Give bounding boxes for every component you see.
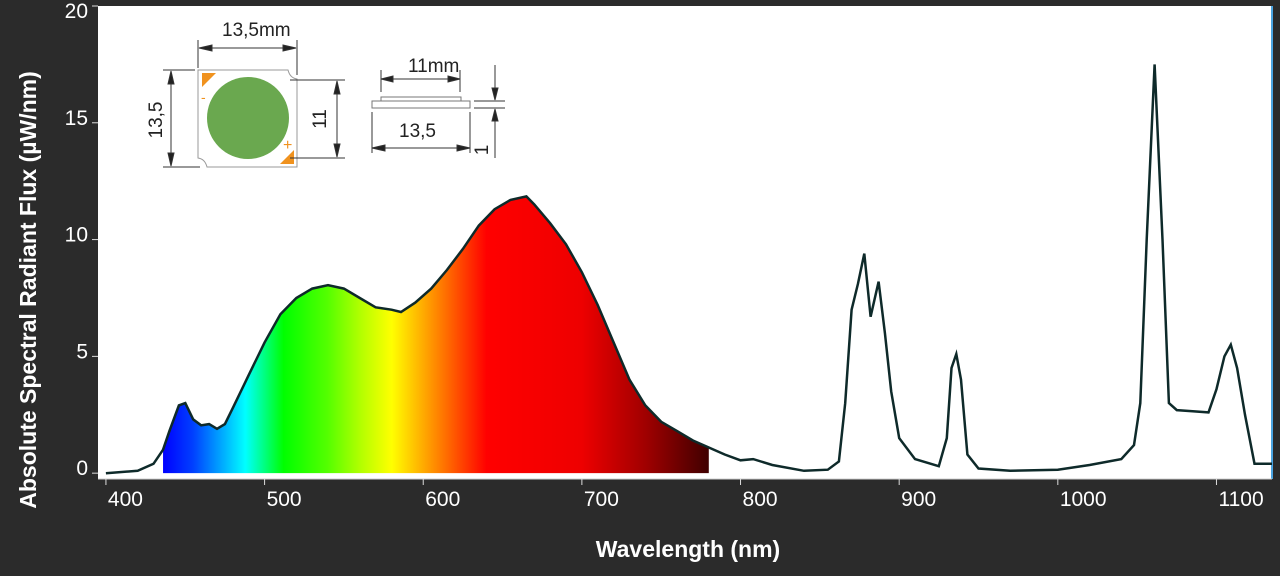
x-tick-label: 900 bbox=[901, 488, 936, 511]
y-tick-label: 20 bbox=[65, 0, 88, 23]
y-tick-label: 10 bbox=[65, 224, 88, 247]
minus-pad-marker bbox=[202, 73, 216, 87]
x-tick-label: 1000 bbox=[1060, 488, 1107, 511]
led-dimension-inset: - + 13,5mm 13,5 11 11mm 13,5 1 bbox=[146, 20, 505, 168]
side-top-label: 11mm bbox=[408, 56, 459, 77]
x-tick-label: 400 bbox=[108, 488, 143, 511]
right-height-label: 11 bbox=[310, 109, 331, 129]
y-axis-title: Absolute Spectral Radiant Flux (µW/nm) bbox=[15, 71, 41, 509]
y-tick-label: 15 bbox=[65, 107, 88, 130]
plus-pad-marker bbox=[280, 150, 294, 164]
x-axis-title: Wavelength (nm) bbox=[596, 536, 780, 562]
x-tick-label: 1100 bbox=[1218, 488, 1263, 511]
y-tick-label: 0 bbox=[76, 457, 88, 480]
top-width-label: 13,5mm bbox=[222, 20, 291, 41]
side-thickness-label: 1 bbox=[472, 145, 493, 156]
y-tick-label: 5 bbox=[76, 340, 88, 363]
x-tick-label: 700 bbox=[584, 488, 619, 511]
side-bottom-label: 13,5 bbox=[399, 121, 436, 142]
spectrum-line bbox=[105, 64, 1272, 475]
plus-label: + bbox=[283, 137, 292, 154]
side-view-base bbox=[371, 100, 471, 109]
left-height-label: 13,5 bbox=[146, 102, 167, 139]
minus-label: - bbox=[201, 89, 206, 105]
x-tick-label: 800 bbox=[743, 488, 778, 511]
spectrum-color-fill bbox=[163, 196, 709, 474]
x-tick-label: 500 bbox=[267, 488, 302, 511]
x-tick-label: 600 bbox=[425, 488, 460, 511]
led-package-outline bbox=[197, 69, 298, 168]
led-die-circle bbox=[207, 77, 289, 159]
